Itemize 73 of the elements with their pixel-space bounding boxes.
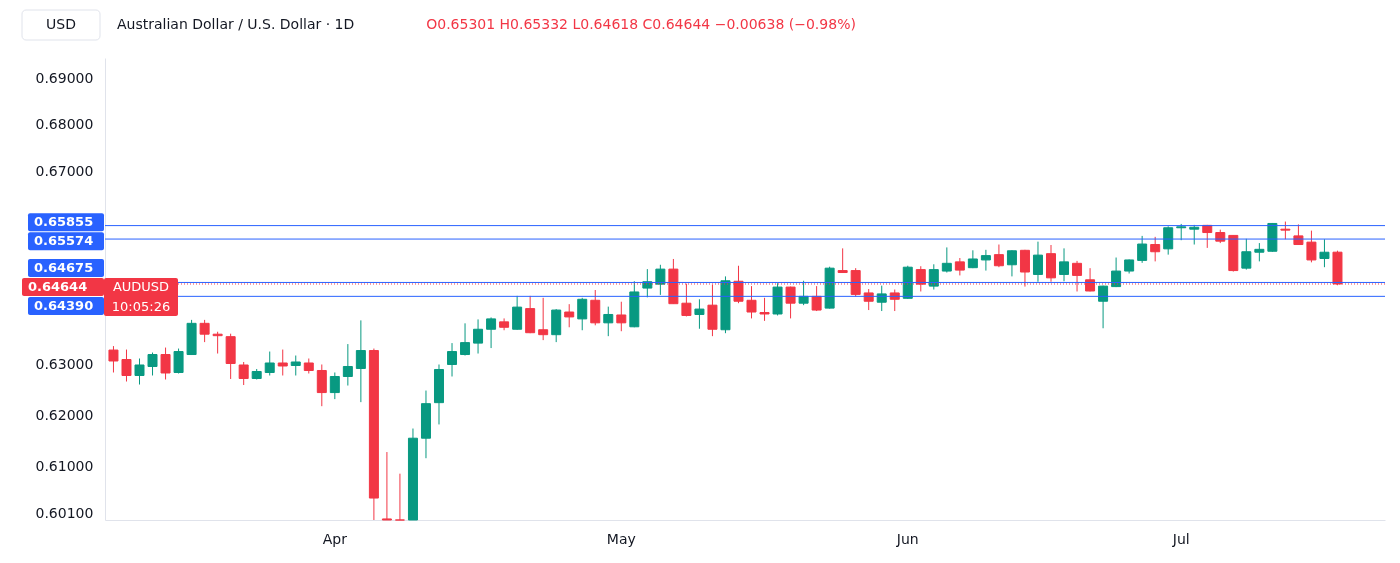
y-tick-label: 0.62000 (35, 406, 94, 423)
candlestick (1150, 236, 1161, 262)
candlestick (512, 295, 523, 331)
candlestick (1241, 238, 1252, 271)
candlestick (486, 316, 497, 349)
candlestick (1032, 241, 1043, 283)
candlestick (1111, 257, 1122, 288)
candlestick (876, 285, 887, 312)
candlestick (564, 303, 575, 328)
candlestick (655, 264, 666, 296)
candlestick (342, 343, 353, 387)
candlestick (759, 297, 770, 322)
candlestick (1098, 285, 1109, 329)
candlestick (1189, 224, 1200, 246)
candlestick (316, 363, 327, 407)
candlestick (108, 345, 119, 373)
candlestick (1254, 242, 1265, 262)
candlestick (147, 352, 158, 376)
candlestick (1137, 235, 1148, 264)
ref-line-label: 0.65574 (34, 233, 94, 249)
candlestick (980, 249, 991, 272)
candlestick (134, 358, 145, 386)
candlestick (616, 301, 627, 332)
y-tick-label: 0.61000 (35, 457, 94, 474)
ref-line-label: 0.64390 (34, 298, 94, 314)
candlestick (381, 451, 392, 521)
candlestick (811, 285, 822, 312)
chart-title: Australian Dollar / U.S. Dollar · 1D (117, 16, 355, 32)
annotation: 10:05:26 (111, 299, 171, 315)
candlestick (1006, 249, 1017, 277)
candlestick (199, 319, 210, 343)
x-tick-label: May (606, 530, 636, 547)
chart-subtitle: O0.65301 H0.65332 L0.64618 C0.64644 −0.00638 (−0.98%) (426, 16, 856, 32)
y-tick-label: 0.68000 (35, 116, 94, 133)
candlestick (290, 355, 301, 376)
candlestick (603, 306, 614, 337)
x-tick-label: Apr (322, 530, 348, 547)
candlestick (1163, 225, 1174, 256)
candlestick (212, 331, 223, 355)
candlestick (238, 361, 249, 386)
x-tick-label: Jun (895, 530, 919, 547)
y-tick-label: 0.69000 (35, 70, 94, 87)
candlestick (577, 297, 588, 331)
candlestick (1059, 247, 1070, 282)
candlestick (277, 349, 288, 376)
candlestick (837, 247, 848, 274)
candlestick (1319, 238, 1330, 268)
candlestick (264, 351, 275, 376)
y-axis-title: USD (46, 16, 76, 32)
candlestick (355, 319, 366, 403)
x-tick-label: Jul (1171, 530, 1190, 547)
candlestick (473, 318, 484, 355)
candlestick (928, 263, 939, 291)
ref-line-label: 0.65855 (34, 214, 94, 230)
ref-line-label: 0.64644 (28, 279, 88, 295)
ref-line-label: 0.64675 (34, 260, 94, 276)
candlestick (160, 347, 171, 380)
candlestick (173, 348, 184, 374)
y-tick-label: 0.63000 (35, 356, 94, 373)
candlestick (1306, 230, 1317, 263)
candlestick (394, 473, 405, 521)
candlestick (993, 244, 1004, 268)
candlestick (538, 297, 549, 341)
y-tick-label: 0.67000 (35, 162, 94, 179)
candlestick (941, 246, 952, 274)
candlestick (121, 349, 132, 383)
annotation: AUDUSD (112, 279, 170, 295)
candlestick (329, 371, 340, 400)
y-tick-label: 0.60100 (35, 504, 94, 521)
candlestick (590, 289, 601, 326)
candlestick (694, 298, 705, 330)
candlestick (447, 342, 458, 377)
candlestick (460, 322, 471, 357)
